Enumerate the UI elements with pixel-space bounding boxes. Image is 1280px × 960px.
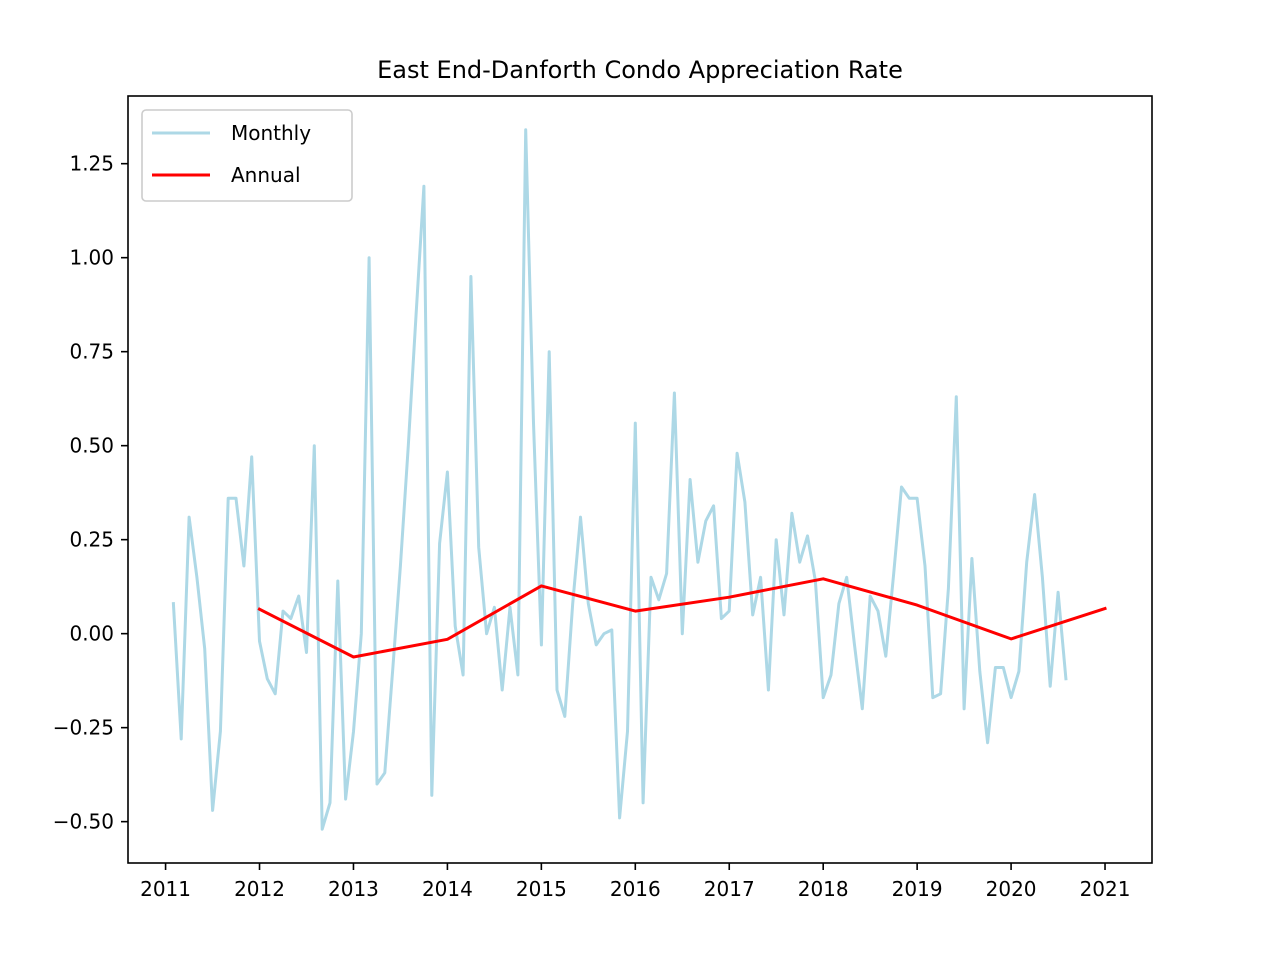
x-tick-label: 2021: [1080, 877, 1131, 901]
series-layer: [171, 128, 1107, 831]
x-tick-label: 2015: [516, 877, 567, 901]
x-tick-label: 2013: [328, 877, 379, 901]
x-tick-label: 2016: [610, 877, 661, 901]
axes-layer: 2011 2012 2013 2014 2015 2016 2017 2018 2019 2020…: [53, 95, 1153, 901]
series-line-monthly: [171, 128, 1068, 831]
x-tick-label: 2018: [798, 877, 849, 901]
y-tick-label: 0.75: [69, 340, 114, 364]
y-tick-label: 0.25: [69, 528, 114, 552]
y-tick-label: 1.25: [69, 152, 114, 176]
chart-title: East End-Danforth Condo Appreciation Rat…: [377, 56, 903, 84]
y-tick-label: 0.50: [69, 434, 114, 458]
y-tick-label: −0.50: [53, 810, 114, 834]
y-tick-label: −0.25: [53, 716, 114, 740]
y-tick-label: 1.00: [69, 246, 114, 270]
x-tick-label: 2020: [986, 877, 1037, 901]
legend-label: Monthly: [231, 121, 311, 145]
plot-frame: [127, 95, 1153, 864]
legend-label: Annual: [231, 163, 301, 187]
x-tick-label: 2019: [892, 877, 943, 901]
x-tick-label: 2011: [140, 877, 191, 901]
x-tick-label: 2012: [234, 877, 285, 901]
series-line-annual: [257, 577, 1107, 659]
x-tick-label: 2017: [704, 877, 755, 901]
y-tick-label: 0.00: [69, 622, 114, 646]
x-tick-label: 2014: [422, 877, 473, 901]
legend: Monthly Annual: [141, 109, 353, 202]
